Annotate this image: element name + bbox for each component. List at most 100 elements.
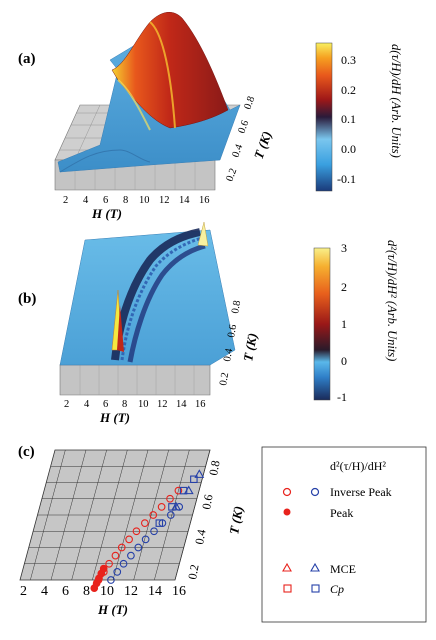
tick: 6 bbox=[103, 399, 108, 410]
tick: 0.8 bbox=[242, 95, 257, 111]
panel-b-colorbar bbox=[313, 247, 331, 401]
tick: 0.6 bbox=[236, 119, 251, 135]
tick: 0.4 bbox=[192, 528, 208, 545]
tick: 0.0 bbox=[341, 142, 356, 156]
data-point bbox=[166, 494, 174, 503]
tick: 0 bbox=[341, 354, 347, 368]
tick: 4 bbox=[83, 195, 89, 206]
blue-open-circle-icon bbox=[310, 487, 320, 497]
tick: 4 bbox=[84, 399, 90, 410]
data-point bbox=[134, 543, 143, 552]
panel-c-points bbox=[90, 469, 205, 592]
data-point bbox=[105, 559, 113, 568]
panel-a-colorbar-ticks: 0.3 0.2 0.1 0.0 -0.1 bbox=[337, 53, 356, 186]
legend-label: Cp bbox=[330, 582, 344, 596]
data-point bbox=[155, 519, 164, 527]
panel-b-colorbar-title: d²(τ/H)/dH² (Arb. Units) bbox=[385, 240, 399, 361]
tick: 16 bbox=[195, 399, 206, 410]
data-point bbox=[179, 486, 188, 495]
tick: 0.2 bbox=[224, 167, 239, 183]
blue-open-square-icon bbox=[311, 584, 320, 593]
panel-a-ridge bbox=[111, 11, 229, 129]
data-point bbox=[168, 503, 176, 511]
tick: -0.1 bbox=[337, 172, 356, 186]
tick: 0.4 bbox=[230, 142, 245, 159]
tick: 0.2 bbox=[218, 372, 231, 387]
tick: 2 bbox=[341, 280, 347, 294]
tick: 1 bbox=[341, 317, 347, 331]
panel-c-x-ticks: 2 4 6 8 10 12 14 16 bbox=[20, 584, 186, 599]
panel-a-colorbar bbox=[315, 42, 333, 192]
data-point bbox=[150, 527, 158, 536]
tick: 2 bbox=[20, 584, 27, 599]
legend-header: d²(τ/H)/dH² bbox=[330, 459, 386, 473]
data-point bbox=[174, 486, 183, 495]
data-point bbox=[113, 568, 122, 576]
legend: d²(τ/H)/dH² Inverse Peak Peak MCE Cp bbox=[261, 446, 427, 623]
panel-b-y-label: T (K) bbox=[240, 332, 260, 363]
panel-b-label: (b) bbox=[18, 291, 36, 307]
red-filled-circle-icon bbox=[283, 508, 291, 516]
data-point bbox=[166, 511, 175, 519]
panel-b-x-ticks: 2 4 6 8 10 12 14 16 bbox=[64, 399, 206, 410]
panel-b-y-ticks: 0.2 0.4 0.6 0.8 bbox=[218, 300, 243, 387]
tick: 4 bbox=[41, 584, 48, 599]
tick: 0.1 bbox=[341, 112, 356, 126]
data-point bbox=[125, 535, 133, 544]
panel-c-y-ticks: 0.2 0.4 0.6 0.8 bbox=[185, 459, 222, 580]
panel-c-y-label: T (K) bbox=[226, 505, 246, 536]
data-point bbox=[149, 511, 158, 519]
tick: 16 bbox=[199, 195, 210, 206]
panel-b: (b) 2 4 6 8 10 12 14 16 H (T) bbox=[18, 221, 399, 425]
data-point bbox=[107, 576, 115, 584]
data-point bbox=[111, 551, 120, 560]
data-point bbox=[132, 527, 141, 536]
tick: 12 bbox=[159, 195, 170, 206]
panel-a-x-label: H (T) bbox=[91, 206, 122, 221]
tick: 8 bbox=[83, 584, 90, 599]
tick: 2 bbox=[63, 195, 68, 206]
tick: 0.6 bbox=[226, 324, 239, 339]
tick: 0.4 bbox=[222, 347, 235, 363]
legend-label: Inverse Peak bbox=[330, 485, 392, 499]
panel-c-grid bbox=[24, 449, 211, 581]
panel-b-floor-wall bbox=[59, 364, 211, 396]
tick: 10 bbox=[139, 195, 150, 206]
data-point bbox=[127, 551, 135, 560]
data-point bbox=[157, 503, 166, 511]
tick: 10 bbox=[100, 584, 114, 599]
tick: 0.2 bbox=[185, 563, 201, 580]
panel-a-label: (a) bbox=[18, 51, 36, 67]
panel-c: (c) 2 4 6 8 10 12 14 16 H (T) 0.2 0.4 0.… bbox=[18, 444, 427, 623]
tick: 8 bbox=[122, 399, 127, 410]
tick: 6 bbox=[103, 195, 108, 206]
tick: 8 bbox=[123, 195, 128, 206]
red-open-square-icon bbox=[283, 584, 292, 593]
tick: 14 bbox=[179, 195, 190, 206]
legend-label: MCE bbox=[330, 562, 356, 576]
tick: 0.8 bbox=[230, 300, 243, 315]
tick: 2 bbox=[64, 399, 69, 410]
data-point bbox=[99, 564, 108, 573]
data-point bbox=[194, 469, 205, 478]
tick: 10 bbox=[138, 399, 149, 410]
panel-a-colorbar-title: d(τ/H)/dH (Arb. Units) bbox=[389, 44, 403, 158]
panel-c-label: (c) bbox=[18, 444, 35, 460]
tick: 14 bbox=[176, 399, 187, 410]
panel-a-y-ticks: 0.2 0.4 0.6 0.8 bbox=[224, 95, 257, 183]
tick: 0.6 bbox=[199, 493, 215, 510]
panel-b-colorbar-ticks: 3 2 1 0 -1 bbox=[337, 241, 347, 404]
panel-b-x-label: H (T) bbox=[99, 410, 130, 425]
blue-open-triangle-icon bbox=[310, 562, 320, 572]
tick: 3 bbox=[341, 241, 347, 255]
red-open-triangle-icon bbox=[282, 562, 292, 572]
tick: 16 bbox=[172, 584, 186, 599]
data-point bbox=[141, 535, 150, 544]
panel-a-x-ticks: 2 4 6 8 10 12 14 16 bbox=[63, 195, 210, 206]
data-point bbox=[171, 501, 182, 511]
data-point bbox=[117, 543, 126, 552]
data-point bbox=[119, 559, 128, 568]
tick: 6 bbox=[62, 584, 69, 599]
red-open-circle-icon bbox=[282, 487, 292, 497]
